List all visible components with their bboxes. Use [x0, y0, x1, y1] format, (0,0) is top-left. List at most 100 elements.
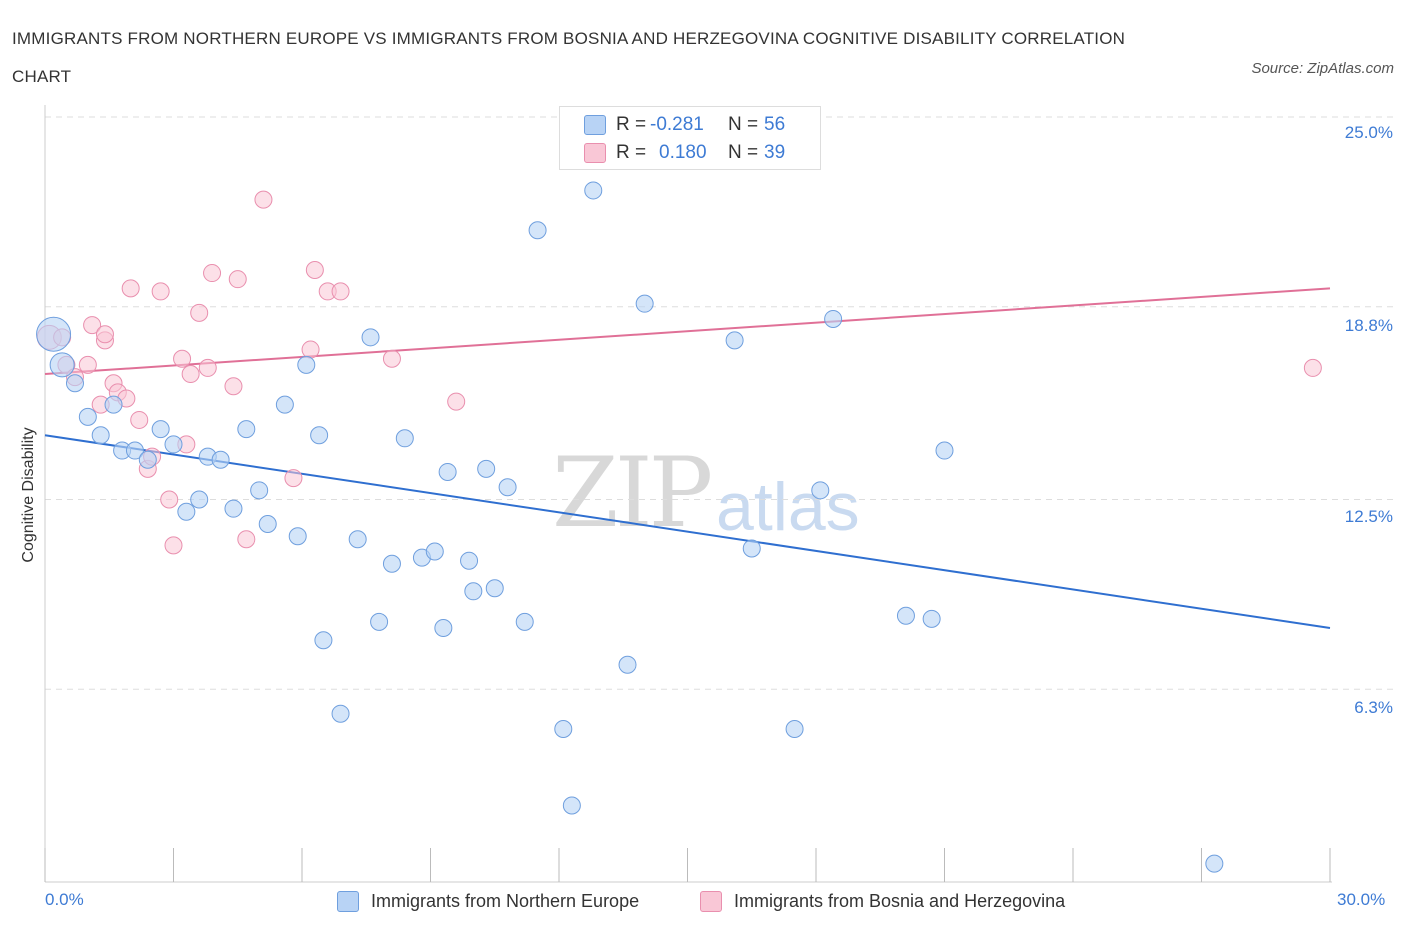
data-point-northern-europe	[477, 459, 496, 478]
data-point-northern-europe	[237, 420, 256, 439]
legend-r-label: R =	[616, 114, 647, 135]
data-point-bosnia	[121, 279, 140, 298]
data-point-northern-europe	[1205, 854, 1224, 873]
trendlines	[44, 287, 1331, 630]
y-tick-label: 12.5%	[1344, 507, 1393, 526]
legend-r-value: 0.180	[659, 142, 707, 163]
series-legend: Immigrants from Northern Europe Immigran…	[0, 889, 1406, 917]
data-point-northern-europe	[382, 554, 401, 573]
trendline-northern-europe	[44, 434, 1331, 630]
data-point-northern-europe	[314, 631, 333, 650]
y-tick-label: 25.0%	[1344, 123, 1393, 142]
x-tick-label: 0.0%	[45, 890, 84, 909]
legend-n-label: N =	[728, 114, 759, 135]
legend-n-value: 39	[764, 142, 786, 163]
data-point-northern-europe	[190, 490, 209, 509]
data-point-bosnia	[228, 270, 247, 289]
data-point-bosnia	[164, 536, 183, 555]
data-point-bosnia	[198, 358, 217, 377]
data-point-northern-europe	[164, 435, 183, 454]
data-point-northern-europe	[49, 352, 75, 378]
data-point-northern-europe	[78, 407, 97, 426]
data-point-bosnia	[78, 355, 97, 374]
data-point-northern-europe	[464, 582, 483, 601]
data-point-northern-europe	[297, 355, 316, 374]
data-point-bosnia	[237, 530, 256, 549]
data-point-northern-europe	[584, 181, 603, 200]
axes	[44, 105, 1332, 883]
data-point-northern-europe	[438, 462, 457, 481]
data-point-northern-europe	[896, 606, 915, 625]
watermark-atlas: atlas	[716, 469, 860, 545]
data-point-bosnia	[151, 282, 170, 301]
data-point-northern-europe	[151, 420, 170, 439]
data-point-northern-europe	[824, 309, 843, 328]
data-point-northern-europe	[258, 514, 277, 533]
legend-n-label: N =	[728, 142, 759, 163]
data-point-northern-europe	[36, 316, 72, 352]
data-point-northern-europe	[554, 720, 573, 738]
data-point-northern-europe	[811, 481, 830, 500]
data-point-bosnia	[95, 325, 114, 344]
legend-item-bosnia[interactable]: Immigrants from Bosnia and Herzegovina	[700, 891, 1065, 912]
data-point-northern-europe	[348, 530, 367, 549]
y-tick-label: 18.8%	[1344, 316, 1393, 335]
trendline-bosnia	[44, 287, 1331, 376]
legend-label: Immigrants from Northern Europe	[371, 891, 640, 911]
data-point-northern-europe	[725, 331, 744, 350]
data-point-bosnia	[181, 365, 200, 384]
data-point-northern-europe	[434, 619, 453, 638]
data-point-northern-europe	[310, 426, 329, 445]
data-point-northern-europe	[65, 374, 84, 393]
data-point-bosnia	[254, 190, 273, 209]
data-point-northern-europe	[91, 426, 110, 445]
data-point-northern-europe	[498, 478, 517, 497]
data-point-northern-europe	[361, 328, 380, 347]
legend-r-value: -0.281	[650, 114, 704, 135]
data-point-northern-europe	[104, 395, 123, 414]
data-point-northern-europe	[331, 704, 350, 723]
legend-item-northern-europe[interactable]: Immigrants from Northern Europe	[337, 891, 639, 912]
legend-row-pink: R = 0.180 N = 39	[584, 141, 785, 165]
data-point-northern-europe	[515, 612, 534, 631]
data-point-northern-europe	[460, 551, 479, 570]
chart-title: IMMIGRANTS FROM NORTHERN EUROPE VS IMMIG…	[12, 29, 1126, 86]
x-tick-label: 30.0%	[1337, 890, 1386, 909]
data-point-northern-europe	[288, 527, 307, 546]
data-point-northern-europe	[370, 612, 389, 631]
data-point-northern-europe	[742, 539, 761, 558]
data-point-bosnia	[382, 349, 401, 368]
watermark-zip: ZIP	[552, 437, 713, 549]
legend-swatch-blue	[337, 891, 359, 912]
data-point-northern-europe	[224, 499, 243, 518]
y-tick-label: 6.3%	[1354, 698, 1393, 717]
data-point-bosnia	[130, 410, 149, 429]
data-point-northern-europe	[395, 429, 414, 448]
legend-r-label: R =	[616, 142, 647, 163]
data-point-northern-europe	[785, 720, 804, 738]
legend-row-blue: R = -0.281 N = 56	[584, 113, 785, 137]
y-axis-label: Cognitive Disability	[20, 427, 37, 563]
legend-n-value: 56	[764, 114, 786, 135]
gridlines	[45, 116, 1395, 690]
data-point-bosnia	[224, 377, 243, 396]
data-point-bosnia	[190, 303, 209, 322]
data-point-northern-europe	[922, 609, 941, 628]
data-point-bosnia	[160, 490, 179, 509]
stats-legend: R = -0.281 N = 56 R = 0.180 N = 39	[559, 106, 821, 170]
data-point-northern-europe	[125, 441, 144, 460]
legend-swatch-blue	[584, 115, 606, 135]
data-point-northern-europe	[211, 450, 230, 469]
data-point-bosnia	[1303, 358, 1322, 377]
data-point-northern-europe	[250, 481, 269, 500]
data-point-bosnia	[203, 264, 222, 283]
data-point-bosnia	[173, 349, 192, 368]
data-point-northern-europe	[618, 655, 637, 674]
data-point-northern-europe	[635, 294, 654, 313]
legend-swatch-pink	[700, 891, 722, 912]
legend-swatch-pink	[584, 143, 606, 163]
source-label: Source: ZipAtlas.com	[1251, 60, 1394, 77]
data-point-bosnia	[447, 392, 466, 411]
legend-label: Immigrants from Bosnia and Herzegovina	[734, 891, 1066, 911]
data-point-northern-europe	[485, 579, 504, 598]
